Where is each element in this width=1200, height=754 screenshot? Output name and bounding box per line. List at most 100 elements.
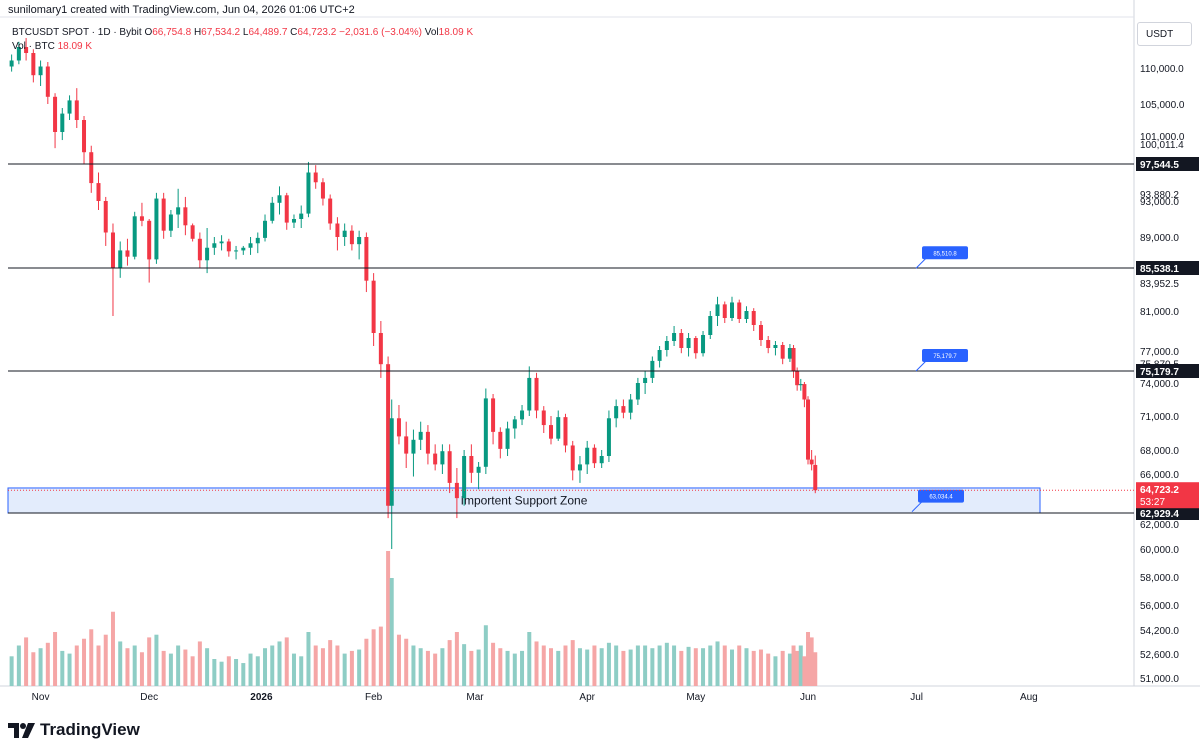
candle-body[interactable] — [16, 47, 21, 61]
candle-body[interactable] — [621, 406, 626, 413]
candle-body[interactable] — [650, 360, 655, 378]
candle-body[interactable] — [773, 345, 778, 348]
tradingview-brand[interactable]: TradingView — [8, 720, 140, 740]
candle-body[interactable] — [31, 53, 36, 76]
candle-body[interactable] — [118, 250, 123, 269]
support-zone[interactable] — [7, 487, 1041, 514]
candle-body[interactable] — [791, 348, 796, 371]
candle-body[interactable] — [798, 384, 803, 386]
candle-body[interactable] — [433, 453, 438, 465]
candle-body[interactable] — [328, 198, 333, 224]
candle-body[interactable] — [197, 238, 202, 261]
candle-body[interactable] — [425, 431, 430, 454]
candle-body[interactable] — [505, 428, 510, 449]
candle-body[interactable] — [349, 230, 354, 245]
candle-body[interactable] — [277, 195, 282, 203]
candle-body[interactable] — [234, 250, 239, 252]
candle-body[interactable] — [744, 311, 749, 319]
candle-body[interactable] — [342, 230, 347, 237]
candle-body[interactable] — [248, 243, 253, 248]
candle-body[interactable] — [657, 350, 662, 361]
candle-body[interactable] — [701, 335, 706, 354]
candle-body[interactable] — [570, 445, 575, 471]
candle-body[interactable] — [708, 316, 713, 335]
candle-body[interactable] — [447, 451, 452, 483]
candle-body[interactable] — [161, 198, 166, 231]
candle-body[interactable] — [241, 247, 246, 251]
candle-body[interactable] — [599, 456, 604, 464]
candle-body[interactable] — [67, 100, 72, 114]
candle-body[interactable] — [469, 456, 474, 473]
candle-body[interactable] — [190, 225, 195, 239]
price-callout[interactable] — [922, 246, 968, 260]
candle-body[interactable] — [527, 377, 532, 411]
candle-body[interactable] — [226, 241, 231, 252]
candle-body[interactable] — [498, 431, 503, 449]
candle-body[interactable] — [766, 340, 771, 348]
candle-body[interactable] — [313, 172, 318, 183]
candle-body[interactable] — [263, 220, 268, 238]
candle-body[interactable] — [686, 338, 691, 348]
candle-body[interactable] — [212, 243, 217, 248]
candle-body[interactable] — [520, 410, 525, 420]
candle-body[interactable] — [219, 241, 224, 244]
candle-body[interactable] — [389, 418, 394, 506]
candle-body[interactable] — [802, 384, 807, 400]
candle-body[interactable] — [335, 223, 340, 238]
candle-body[interactable] — [168, 214, 173, 231]
candle-body[interactable] — [454, 482, 459, 499]
candle-body[interactable] — [512, 419, 517, 429]
candle-body[interactable] — [364, 237, 369, 281]
candle-body[interactable] — [74, 100, 79, 120]
candle-body[interactable] — [730, 302, 734, 318]
candle-body[interactable] — [758, 325, 763, 340]
candle-body[interactable] — [396, 418, 401, 437]
candle-body[interactable] — [491, 398, 496, 432]
candle-body[interactable] — [541, 410, 546, 426]
candle-body[interactable] — [404, 436, 409, 454]
candle-body[interactable] — [110, 232, 115, 269]
candle-body[interactable] — [320, 182, 325, 199]
candle-body[interactable] — [147, 220, 152, 260]
candle-body[interactable] — [371, 280, 376, 333]
candle-body[interactable] — [534, 377, 539, 411]
candle-body[interactable] — [357, 237, 362, 245]
candle-body[interactable] — [614, 406, 619, 419]
candle-body[interactable] — [418, 431, 423, 440]
candle-body[interactable] — [672, 333, 677, 341]
candle-body[interactable] — [291, 219, 296, 223]
candle-body[interactable] — [643, 377, 648, 383]
candle-body[interactable] — [60, 113, 65, 132]
candle-body[interactable] — [284, 195, 289, 223]
candle-body[interactable] — [679, 333, 684, 348]
candle-body[interactable] — [737, 302, 742, 319]
candle-body[interactable] — [693, 338, 698, 354]
candle-body[interactable] — [813, 464, 818, 491]
legend-symbol[interactable]: BTCUSDT SPOT · 1D · Bybit — [12, 27, 142, 38]
candle-body[interactable] — [628, 399, 633, 413]
candle-body[interactable] — [411, 439, 416, 454]
candle-body[interactable] — [664, 341, 669, 350]
candle-body[interactable] — [592, 447, 597, 464]
candle-body[interactable] — [806, 399, 811, 460]
candle-body[interactable] — [255, 237, 260, 244]
candle-body[interactable] — [787, 348, 792, 359]
currency-unit-button[interactable]: USDT — [1137, 22, 1192, 46]
candle-body[interactable] — [125, 250, 130, 257]
candle-body[interactable] — [715, 304, 720, 316]
price-callout[interactable] — [922, 349, 968, 362]
candle-body[interactable] — [462, 456, 467, 499]
candle-body[interactable] — [795, 370, 800, 386]
candle-body[interactable] — [89, 152, 94, 184]
candle-body[interactable] — [549, 425, 553, 439]
candle-body[interactable] — [103, 201, 108, 233]
candle-body[interactable] — [299, 213, 304, 219]
candle-body[interactable] — [176, 207, 181, 215]
candle-body[interactable] — [306, 172, 311, 214]
candle-body[interactable] — [440, 451, 445, 465]
candle-body[interactable] — [606, 418, 611, 456]
price-callout[interactable] — [918, 489, 964, 503]
candle-body[interactable] — [183, 207, 188, 226]
candle-body[interactable] — [24, 47, 29, 53]
